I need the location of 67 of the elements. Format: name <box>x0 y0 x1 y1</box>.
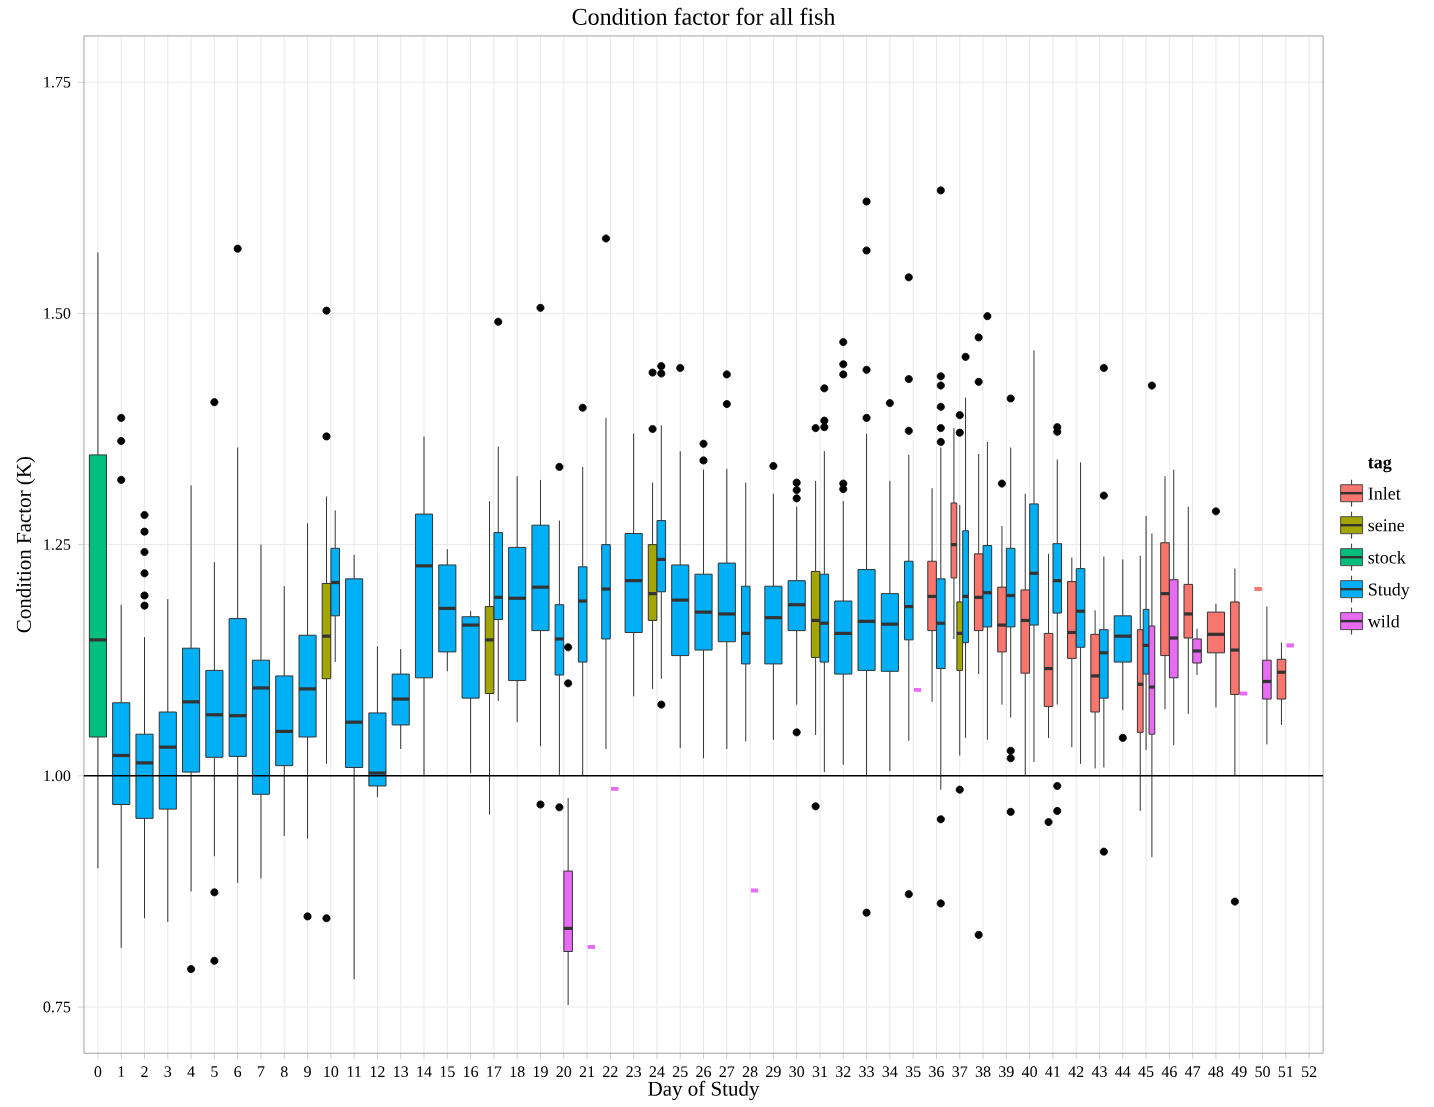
x-tick-label: 20 <box>556 1066 572 1077</box>
x-tick-label: 27 <box>719 1066 735 1077</box>
x-tick-label: 28 <box>742 1066 758 1077</box>
x-tick-label: 14 <box>417 1066 432 1077</box>
x-tick-label: 50 <box>1255 1066 1270 1077</box>
x-tick-label: 42 <box>1068 1066 1084 1077</box>
x-tick-label: 21 <box>579 1066 595 1077</box>
x-axis-title: Day of Study <box>648 1080 760 1101</box>
x-tick-label: 39 <box>999 1066 1014 1077</box>
x-tick-label: 48 <box>1208 1066 1224 1077</box>
x-tick-label: 12 <box>370 1066 385 1077</box>
x-tick-label: 30 <box>789 1066 805 1077</box>
x-tick-label: 47 <box>1184 1066 1201 1077</box>
x-tick-label: 6 <box>234 1066 242 1077</box>
y-tick-label: 1.25 <box>44 539 71 550</box>
x-tick-label: 46 <box>1161 1066 1177 1077</box>
x-tick-label: 16 <box>464 1066 479 1077</box>
y-axis-title: Condition Factor (K) <box>16 456 36 633</box>
x-tick-label: 8 <box>280 1066 288 1077</box>
x-tick-label: 43 <box>1091 1066 1107 1077</box>
x-tick-label: 1 <box>118 1066 125 1077</box>
legend-label: Study <box>1368 582 1410 600</box>
x-tick-label: 49 <box>1231 1066 1247 1077</box>
x-tick-label: 40 <box>1021 1066 1038 1077</box>
legend-title: tag <box>1368 458 1392 473</box>
x-tick-label: 33 <box>859 1066 874 1077</box>
legend-label: Inlet <box>1368 486 1401 500</box>
y-tick-label: 1.75 <box>44 76 71 88</box>
x-tick-label: 45 <box>1138 1066 1154 1077</box>
x-tick-label: 32 <box>836 1066 851 1077</box>
x-tick-label: 7 <box>258 1066 265 1077</box>
x-tick-label: 26 <box>696 1066 712 1077</box>
x-tick-label: 19 <box>533 1066 548 1077</box>
legend-label: seine <box>1368 519 1405 532</box>
x-tick-label: 4 <box>187 1066 195 1077</box>
x-tick-label: 25 <box>672 1066 688 1077</box>
x-tick-label: 18 <box>510 1066 525 1077</box>
chart-title: Condition factor for all fish <box>572 7 836 25</box>
x-tick-label: 31 <box>812 1066 827 1077</box>
x-tick-label: 24 <box>649 1066 665 1077</box>
x-tick-label: 0 <box>94 1066 102 1077</box>
x-tick-label: 36 <box>929 1066 944 1077</box>
x-tick-label: 37 <box>952 1066 968 1077</box>
y-tick-label: 0.75 <box>43 1001 71 1013</box>
x-tick-label: 2 <box>141 1066 148 1077</box>
x-tick-label: 52 <box>1302 1066 1317 1077</box>
x-tick-label: 29 <box>766 1066 781 1077</box>
x-tick-label: 23 <box>626 1066 642 1077</box>
x-tick-label: 41 <box>1045 1066 1060 1077</box>
x-tick-label: 51 <box>1278 1066 1293 1077</box>
x-tick-label: 3 <box>164 1066 172 1077</box>
x-tick-label: 15 <box>440 1066 455 1077</box>
x-tick-label: 38 <box>975 1066 991 1077</box>
x-tick-label: 11 <box>347 1066 361 1077</box>
legend-label: wild <box>1367 614 1400 628</box>
x-tick-label: 9 <box>304 1066 311 1077</box>
y-tick-label: 1.50 <box>44 307 71 319</box>
x-tick-label: 10 <box>324 1066 339 1077</box>
x-tick-label: 13 <box>394 1066 409 1077</box>
x-tick-label: 44 <box>1115 1066 1131 1077</box>
legend-label: stock <box>1368 550 1406 564</box>
x-tick-label: 17 <box>487 1066 502 1077</box>
x-tick-label: 35 <box>905 1066 921 1077</box>
x-tick-label: 34 <box>882 1066 898 1077</box>
x-tick-label: 22 <box>603 1066 618 1077</box>
y-tick-label: 1.00 <box>44 770 71 782</box>
x-tick-label: 5 <box>211 1066 218 1077</box>
